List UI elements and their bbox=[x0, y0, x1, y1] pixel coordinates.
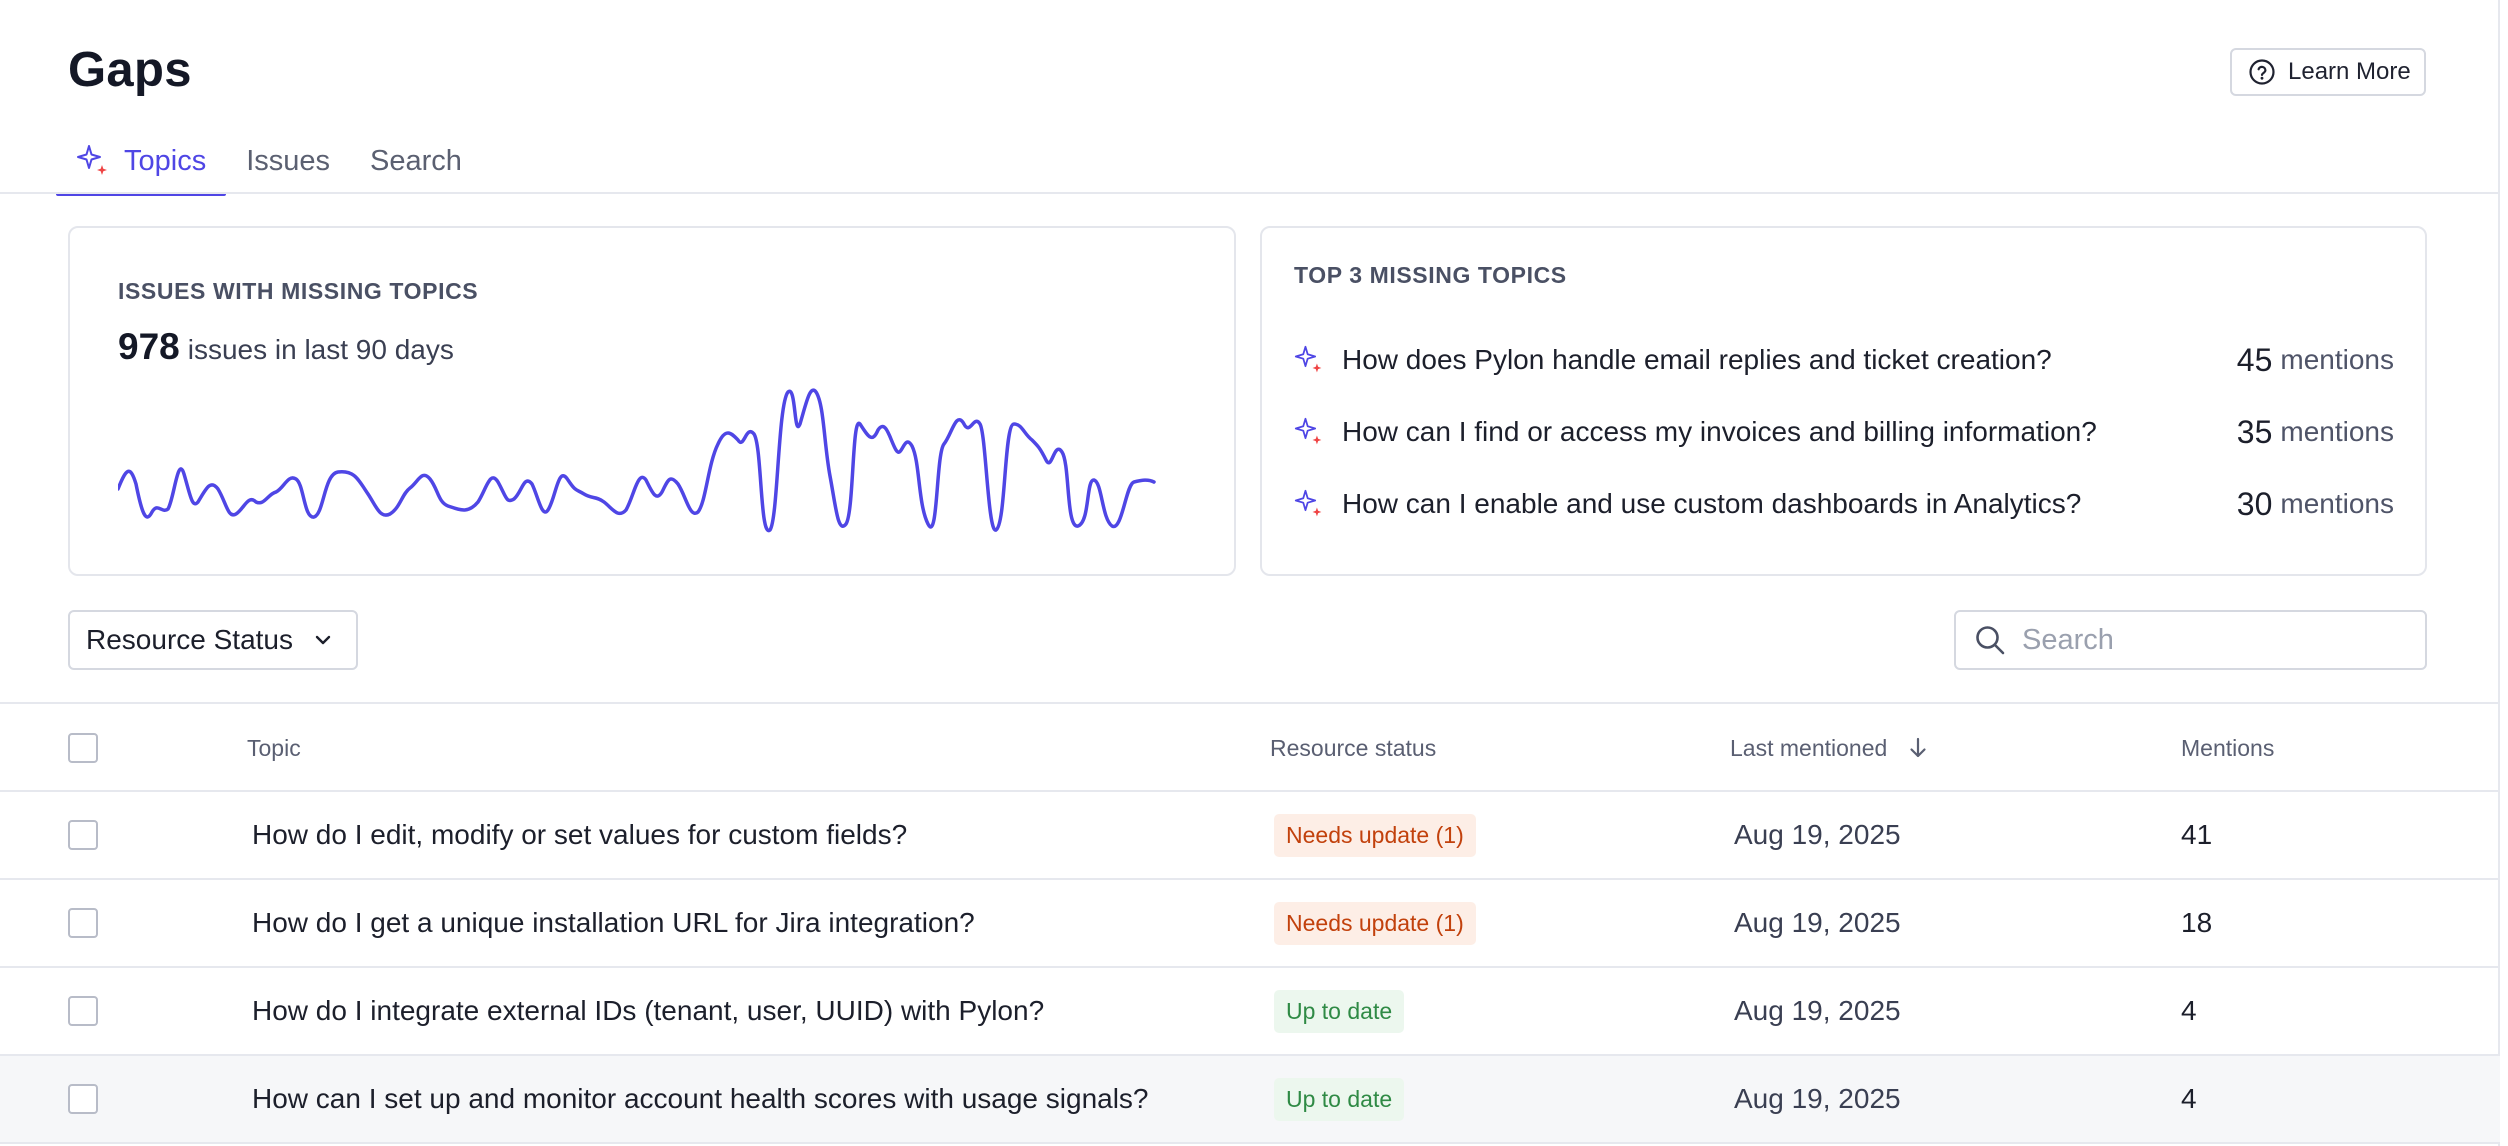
last-mentioned-cell: Aug 19, 2025 bbox=[1734, 907, 1901, 938]
issue-count-number: 978 bbox=[118, 326, 180, 367]
tab-search-label: Search bbox=[370, 144, 462, 177]
table-header: Topic Resource status Last mentioned Men… bbox=[0, 702, 2500, 792]
column-header-mentions[interactable]: Mentions bbox=[2181, 734, 2275, 761]
mentions-cell: 41 bbox=[2181, 819, 2213, 850]
row-select-cell bbox=[68, 1056, 98, 1142]
sparkline-path bbox=[118, 388, 1156, 532]
topic-text: How can I find or access my invoices and… bbox=[1342, 416, 2097, 447]
sparkle-icon bbox=[1294, 417, 1324, 447]
topics-table: Topic Resource status Last mentioned Men… bbox=[0, 702, 2500, 1144]
last-mentioned-cell: Aug 19, 2025 bbox=[1734, 1083, 1901, 1114]
status-badge: Needs update (1) bbox=[1274, 813, 1476, 857]
column-header-topic[interactable]: Topic bbox=[247, 734, 301, 761]
issues-sparkline bbox=[118, 388, 1156, 532]
topic-text: How does Pylon handle email replies and … bbox=[1342, 344, 2052, 375]
mention-count: 45 bbox=[2236, 341, 2273, 378]
status-cell: Up to date bbox=[1274, 968, 1405, 1054]
status-cell: Needs update (1) bbox=[1274, 880, 1476, 966]
issues-missing-topics-card: ISSUES WITH MISSING TOPICS 978 issues in… bbox=[68, 226, 1236, 576]
select-all-checkbox[interactable] bbox=[68, 733, 98, 763]
row-checkbox[interactable] bbox=[68, 820, 98, 850]
sparkle-icon bbox=[76, 144, 110, 178]
mention-unit: mentions bbox=[2280, 416, 2394, 447]
tab-issues[interactable]: Issues bbox=[226, 128, 350, 194]
tab-divider bbox=[0, 192, 2500, 194]
mention-unit: mentions bbox=[2280, 344, 2394, 375]
mention-count: 35 bbox=[2236, 413, 2273, 450]
tab-topics-label: Topics bbox=[124, 144, 207, 177]
topic-cell[interactable]: How can I set up and monitor account hea… bbox=[252, 1083, 1149, 1114]
column-header-last-mentioned[interactable]: Last mentioned bbox=[1730, 704, 1931, 792]
row-checkbox[interactable] bbox=[68, 1084, 98, 1114]
resource-status-label: Resource Status bbox=[86, 624, 293, 655]
status-badge: Up to date bbox=[1274, 989, 1405, 1033]
status-badge: Needs update (1) bbox=[1274, 901, 1476, 945]
list-item[interactable]: How does Pylon handle email replies and … bbox=[1294, 324, 2394, 396]
list-item[interactable]: How can I enable and use custom dashboar… bbox=[1294, 468, 2394, 540]
last-mentioned-cell: Aug 19, 2025 bbox=[1734, 995, 1901, 1026]
search-input[interactable] bbox=[2022, 623, 2402, 657]
sparkle-icon bbox=[1294, 345, 1324, 375]
topic-cell[interactable]: How do I integrate external IDs (tenant,… bbox=[252, 995, 1045, 1026]
page-title: Gaps bbox=[68, 43, 192, 97]
table-row[interactable]: How do I edit, modify or set values for … bbox=[0, 792, 2500, 880]
topic-text: How can I enable and use custom dashboar… bbox=[1342, 488, 2082, 519]
help-circle-icon bbox=[2248, 58, 2276, 86]
top-missing-topics-list: How does Pylon handle email replies and … bbox=[1294, 324, 2394, 540]
row-select-cell bbox=[68, 880, 98, 966]
last-mentioned-cell: Aug 19, 2025 bbox=[1734, 819, 1901, 850]
mention-count: 30 bbox=[2236, 485, 2273, 522]
mentions-cell: 18 bbox=[2181, 907, 2213, 938]
list-item[interactable]: How can I find or access my invoices and… bbox=[1294, 396, 2394, 468]
issue-count: 978 issues in last 90 days bbox=[118, 326, 454, 368]
resource-status-dropdown[interactable]: Resource Status bbox=[68, 610, 358, 670]
tab-search[interactable]: Search bbox=[350, 128, 482, 194]
row-select-cell bbox=[68, 968, 98, 1054]
select-all-cell bbox=[68, 704, 98, 792]
tab-bar: Topics Issues Search bbox=[56, 128, 482, 196]
topic-cell[interactable]: How do I get a unique installation URL f… bbox=[252, 907, 975, 938]
tab-topics[interactable]: Topics bbox=[56, 128, 227, 196]
arrow-down-icon[interactable] bbox=[1905, 735, 1931, 761]
table-row[interactable]: How do I get a unique installation URL f… bbox=[0, 880, 2500, 968]
status-badge: Up to date bbox=[1274, 1077, 1405, 1121]
status-cell: Up to date bbox=[1274, 1056, 1405, 1142]
last-mentioned-label: Last mentioned bbox=[1730, 734, 1888, 761]
card-heading: TOP 3 MISSING TOPICS bbox=[1294, 262, 1567, 288]
chevron-down-icon bbox=[311, 628, 335, 652]
row-checkbox[interactable] bbox=[68, 908, 98, 938]
column-header-resource-status[interactable]: Resource status bbox=[1270, 734, 1437, 761]
learn-more-label: Learn More bbox=[2288, 58, 2411, 85]
search-box[interactable] bbox=[1954, 610, 2427, 670]
sparkle-icon bbox=[1294, 489, 1324, 519]
status-cell: Needs update (1) bbox=[1274, 792, 1476, 878]
mentions-cell: 4 bbox=[2181, 995, 2197, 1026]
row-checkbox[interactable] bbox=[68, 996, 98, 1026]
topic-cell[interactable]: How do I edit, modify or set values for … bbox=[252, 819, 908, 850]
search-icon bbox=[1972, 622, 2008, 658]
learn-more-button[interactable]: Learn More bbox=[2230, 48, 2426, 96]
mentions-cell: 4 bbox=[2181, 1083, 2197, 1114]
mention-unit: mentions bbox=[2280, 488, 2394, 519]
row-select-cell bbox=[68, 792, 98, 878]
card-heading: ISSUES WITH MISSING TOPICS bbox=[118, 278, 479, 304]
issue-count-suffix: issues in last 90 days bbox=[187, 334, 454, 365]
table-row[interactable]: How do I integrate external IDs (tenant,… bbox=[0, 968, 2500, 1056]
tab-issues-label: Issues bbox=[246, 144, 331, 177]
table-row[interactable]: How can I set up and monitor account hea… bbox=[0, 1056, 2500, 1144]
top-missing-topics-card: TOP 3 MISSING TOPICS How does Pylon hand… bbox=[1260, 226, 2427, 576]
